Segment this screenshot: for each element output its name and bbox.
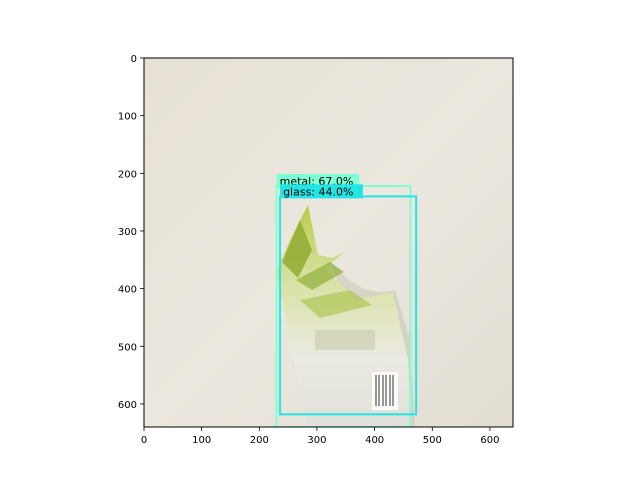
axes-frame	[143, 57, 514, 428]
x-tick-label: 400	[365, 435, 384, 446]
x-axis: 0 100 200 300 400 500 600	[141, 427, 499, 446]
y-tick-label: 0	[131, 54, 137, 65]
x-tick-label: 500	[423, 435, 442, 446]
y-tick-label: 100	[118, 112, 137, 123]
y-tick-label: 500	[118, 342, 137, 353]
y-tick-label: 300	[118, 227, 137, 238]
photo-image	[144, 58, 513, 427]
x-tick-label: 100	[192, 435, 211, 446]
y-axis: 0 100 200 300 400 500 600	[118, 54, 144, 411]
x-tick-label: 300	[307, 435, 326, 446]
x-tick-label: 0	[141, 435, 147, 446]
detection-label-bg	[280, 184, 363, 199]
y-tick-label: 600	[118, 400, 137, 411]
y-tick-label: 200	[118, 169, 137, 180]
detection-label: glass: 44.0%	[283, 185, 353, 198]
x-tick-label: 200	[250, 435, 269, 446]
detection-boxes: metal: 67.0%glass: 44.0%	[275, 173, 418, 427]
x-tick-label: 600	[480, 435, 499, 446]
y-tick-label: 400	[118, 285, 137, 296]
